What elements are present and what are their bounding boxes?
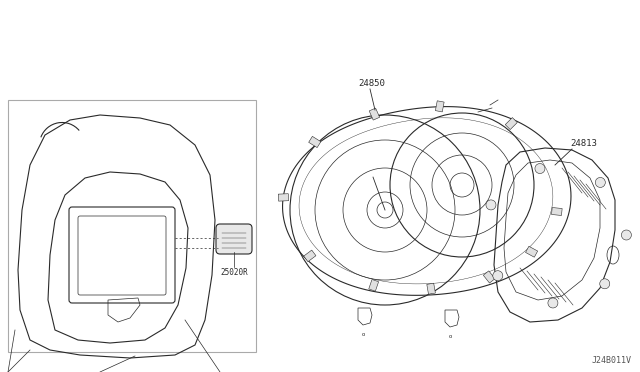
Bar: [505, 118, 517, 129]
Text: 24850: 24850: [358, 79, 385, 88]
Bar: [308, 137, 321, 148]
Text: o: o: [448, 334, 452, 339]
Circle shape: [493, 271, 503, 281]
FancyBboxPatch shape: [216, 224, 252, 254]
Text: 24813: 24813: [570, 139, 597, 148]
Bar: [369, 108, 380, 120]
Circle shape: [548, 298, 558, 308]
Bar: [435, 101, 444, 112]
Text: o: o: [362, 332, 365, 337]
Circle shape: [595, 177, 605, 187]
Bar: [483, 271, 495, 283]
Bar: [8, 100, 256, 352]
Bar: [552, 208, 562, 215]
Circle shape: [486, 200, 496, 210]
Bar: [427, 283, 435, 294]
Circle shape: [535, 164, 545, 173]
Text: 25020R: 25020R: [220, 268, 248, 277]
Bar: [369, 279, 379, 291]
Text: J24B011V: J24B011V: [592, 356, 632, 365]
Bar: [278, 194, 289, 201]
Circle shape: [621, 230, 632, 240]
Circle shape: [600, 279, 610, 289]
Bar: [525, 246, 538, 257]
Bar: [304, 250, 316, 262]
